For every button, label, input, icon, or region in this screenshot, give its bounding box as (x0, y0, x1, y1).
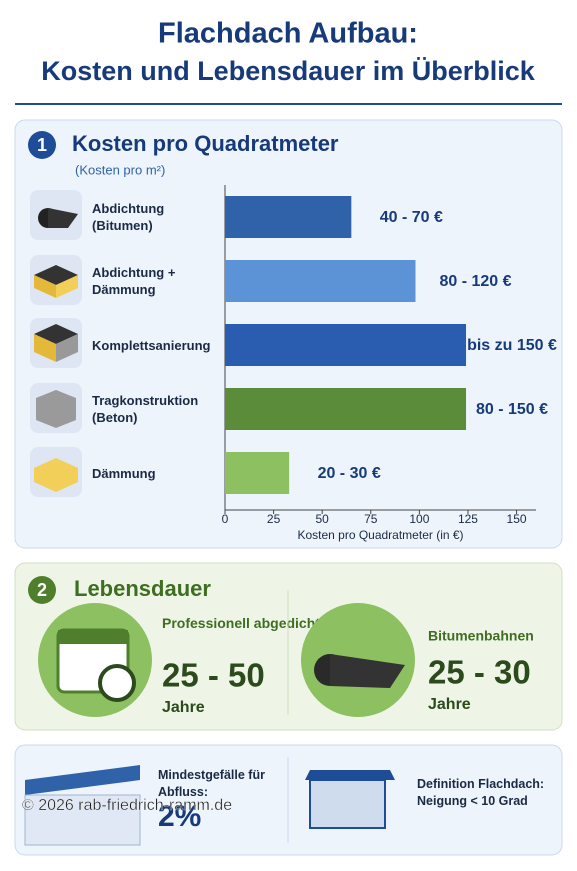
bar (225, 388, 467, 430)
category-label: Dämmung (92, 465, 156, 481)
house-icon (309, 779, 386, 829)
x-tick-label: 25 (267, 512, 281, 526)
category-label-box: Tragkonstruktion (Beton) (92, 393, 199, 425)
icon (34, 334, 56, 362)
fact-label-box: Mindestgefälle für Abfluss: (158, 768, 265, 799)
badge-number: 2 (37, 580, 47, 600)
fact-label: Mindestgefälle für Abfluss: (158, 768, 265, 799)
label: Professionell abgedichtet (162, 615, 333, 631)
category-label-box: Abdichtung + Dämmung (92, 265, 176, 297)
annotation: bis zu 150 € (467, 337, 557, 354)
label: Professionell abgedichtet (162, 615, 333, 631)
icon (36, 390, 76, 428)
icon (56, 275, 78, 298)
unit: Jahre (162, 699, 205, 716)
x-axis-title: Kosten pro Quadratmeter (in €) (297, 528, 463, 542)
x-tick-label: 125 (458, 512, 478, 526)
icon (48, 208, 78, 228)
x-tick-label: 150 (507, 512, 527, 526)
house-icon (305, 770, 395, 780)
bar-chart: 0 25 50 75 100 125 150 Kosten pro Quadratmeter … (92, 185, 557, 542)
annotation: 80 - 150 € (476, 401, 548, 418)
title: Flachdach Aufbau: (158, 18, 418, 50)
x-tick-label: 100 (409, 512, 429, 526)
x-tick-label: 0 (222, 512, 229, 526)
category-label-box: Abdichtung (Bitumen) (92, 201, 165, 233)
section-subheading: (Kosten pro m²) (75, 162, 165, 177)
clock-icon (98, 664, 136, 702)
annotation: 20 - 30 € (318, 465, 381, 482)
icon (34, 275, 56, 298)
big-value: 2% (158, 800, 201, 833)
category-label: Abdichtung (Bitumen) (92, 201, 165, 233)
badge-number: 1 (37, 135, 47, 155)
calendar-icon (58, 630, 128, 644)
category-label-box: Dämmung (92, 465, 156, 481)
annotation: 80 - 120 € (439, 273, 511, 290)
x-tick-label: 75 (364, 512, 378, 526)
annotation: 40 - 70 € (380, 209, 443, 226)
roof-icon (25, 765, 140, 795)
bar (225, 260, 416, 302)
fact-label: Definition Flachdach: Neigung < 10 Grad (417, 777, 545, 808)
section-heading: Lebensdauer (74, 576, 211, 601)
category-label: Tragkonstruktion (Beton) (92, 393, 199, 425)
badge (28, 576, 56, 604)
category-label-box: Komplettsanierung (92, 337, 211, 353)
roll-icon (330, 654, 405, 688)
fact-label-box: Definition Flachdach: Neigung < 10 Grad (417, 777, 545, 808)
x-tick-label: 50 (316, 512, 330, 526)
big-value: 25 - 30 (428, 654, 531, 691)
unit: Jahre (428, 696, 471, 713)
bar (225, 324, 467, 366)
big-value: 25 - 50 (162, 657, 265, 694)
icon (34, 458, 78, 492)
watermark: © 2026 rab-friedrich-ramm.de (22, 797, 232, 814)
category-icons (30, 190, 82, 497)
icon (56, 334, 78, 362)
label: Bitumenbahnen (428, 628, 534, 644)
category-label: Abdichtung + Dämmung (92, 265, 176, 297)
bar (225, 196, 352, 238)
title: Kosten und Lebensdauer im Überblick (41, 56, 536, 86)
bar (225, 452, 290, 494)
category-label: Komplettsanierung (92, 337, 211, 353)
roof-icon (24, 794, 141, 846)
section-heading: Kosten pro Quadratmeter (72, 131, 339, 156)
badge (28, 131, 56, 159)
